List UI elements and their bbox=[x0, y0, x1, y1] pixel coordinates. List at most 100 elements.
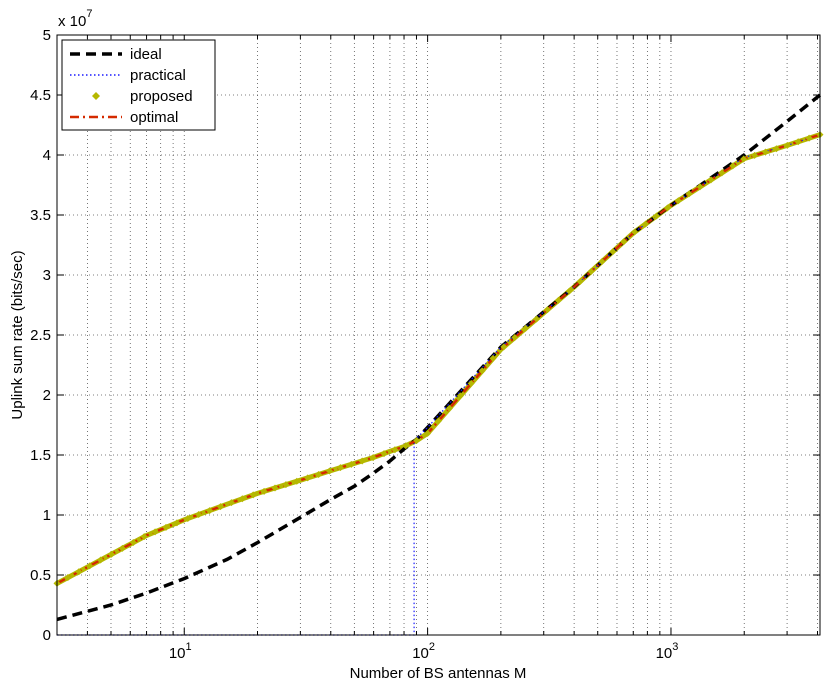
y-axis-label: Uplink sum rate (bits/sec) bbox=[9, 250, 26, 419]
series-marker-proposed bbox=[456, 392, 464, 400]
series-marker-proposed bbox=[489, 354, 497, 362]
series-marker-proposed bbox=[751, 151, 759, 159]
series-marker-proposed bbox=[576, 277, 584, 285]
series-marker-proposed bbox=[304, 474, 312, 482]
series-marker-proposed bbox=[282, 481, 290, 489]
x-tick-label: 102 bbox=[412, 641, 435, 662]
series-marker-proposed bbox=[391, 446, 399, 454]
series-marker-proposed bbox=[238, 495, 246, 503]
series-marker-proposed bbox=[674, 197, 682, 205]
series-marker-proposed bbox=[271, 484, 279, 492]
series-marker-proposed bbox=[75, 568, 83, 576]
series-marker-proposed bbox=[380, 450, 388, 458]
series-marker-proposed bbox=[64, 574, 72, 582]
series-marker-proposed bbox=[794, 138, 802, 146]
series-marker-proposed bbox=[533, 315, 541, 323]
series-marker-proposed bbox=[293, 477, 301, 485]
series-marker-proposed bbox=[554, 296, 562, 304]
series-marker-proposed bbox=[783, 141, 791, 149]
series-marker-proposed bbox=[631, 228, 639, 236]
series-marker-proposed bbox=[478, 367, 486, 375]
y-tick-label: 4 bbox=[43, 147, 51, 164]
series-marker-proposed bbox=[195, 511, 203, 519]
x-tick-label-base: 10 bbox=[412, 645, 429, 662]
x-tick-label-exp: 2 bbox=[429, 641, 435, 653]
series-marker-proposed bbox=[424, 429, 432, 437]
series-marker-proposed bbox=[413, 436, 421, 444]
series-marker-proposed bbox=[740, 155, 748, 163]
series-marker-proposed bbox=[336, 464, 344, 472]
series-marker-proposed bbox=[544, 306, 551, 314]
y-tick-label: 4.5 bbox=[30, 87, 51, 104]
y-tick-label: 0.5 bbox=[30, 567, 51, 584]
series-marker-proposed bbox=[140, 533, 148, 541]
x-tick-label: 101 bbox=[169, 641, 192, 662]
series-marker-proposed bbox=[217, 503, 224, 511]
legend-label: practical bbox=[130, 67, 186, 84]
series-marker-proposed bbox=[663, 204, 671, 212]
legend-swatch-proposed bbox=[92, 92, 100, 100]
series-marker-proposed bbox=[173, 519, 181, 527]
x-tick-label-base: 10 bbox=[656, 645, 673, 662]
series-marker-proposed bbox=[445, 404, 453, 412]
y-tick-label: 1.5 bbox=[30, 447, 51, 464]
legend-label: ideal bbox=[130, 46, 162, 63]
y-tick-label: 3 bbox=[43, 267, 51, 284]
series-marker-proposed bbox=[718, 169, 726, 177]
x-tick-label-base: 10 bbox=[169, 645, 186, 662]
series-marker-proposed bbox=[151, 528, 159, 536]
series-marker-proposed bbox=[707, 176, 715, 184]
series-marker-proposed bbox=[108, 550, 115, 558]
series-marker-proposed bbox=[249, 491, 257, 499]
legend-label: proposed bbox=[130, 88, 193, 105]
series-marker-proposed bbox=[206, 507, 214, 515]
series-marker-proposed bbox=[620, 238, 628, 246]
series-marker-proposed bbox=[402, 442, 410, 450]
series-marker-proposed bbox=[565, 287, 573, 295]
y-tick-label: 2.5 bbox=[30, 327, 51, 344]
series-marker-proposed bbox=[772, 145, 780, 153]
y-axis-multiplier: x 107 bbox=[58, 8, 92, 30]
series-layer bbox=[53, 93, 824, 636]
x-tick-label: 103 bbox=[656, 641, 679, 662]
x-tick-label-exp: 3 bbox=[672, 641, 678, 653]
series-marker-proposed bbox=[587, 268, 595, 276]
series-marker-proposed bbox=[522, 324, 530, 332]
series-marker-proposed bbox=[97, 556, 105, 564]
axis-ticks bbox=[57, 34, 820, 636]
y-tick-label: 2 bbox=[43, 387, 51, 404]
y-tick-label: 1 bbox=[43, 507, 51, 524]
series-marker-proposed bbox=[435, 417, 442, 425]
series-marker-proposed bbox=[86, 562, 94, 570]
series-marker-proposed bbox=[129, 539, 137, 547]
series-marker-proposed bbox=[162, 523, 170, 531]
series-marker-proposed bbox=[729, 162, 737, 170]
series-marker-proposed bbox=[805, 134, 813, 142]
series-marker-proposed bbox=[500, 343, 508, 351]
y-tick-label: 0 bbox=[43, 627, 51, 644]
series-marker-proposed bbox=[184, 515, 192, 523]
series-marker-proposed bbox=[511, 334, 519, 342]
y-tick-label: 3.5 bbox=[30, 207, 51, 224]
legend-label: optimal bbox=[130, 109, 178, 126]
grid-lines bbox=[57, 35, 820, 635]
series-marker-proposed bbox=[118, 544, 126, 552]
series-marker-proposed bbox=[609, 248, 617, 256]
series-marker-proposed bbox=[260, 487, 268, 495]
x-tick-label-exp: 1 bbox=[186, 641, 192, 653]
series-marker-proposed bbox=[642, 220, 650, 228]
series-marker-proposed bbox=[358, 457, 366, 465]
series-marker-proposed bbox=[762, 148, 769, 156]
y-multiplier-exp: 7 bbox=[86, 8, 92, 20]
series-marker-proposed bbox=[315, 470, 323, 478]
series-marker-proposed bbox=[696, 183, 704, 191]
y-tick-label: 5 bbox=[43, 27, 51, 44]
y-multiplier-base: x 10 bbox=[58, 13, 86, 30]
legend: ideal practical proposed optimal bbox=[61, 39, 216, 131]
series-marker-proposed bbox=[227, 499, 235, 507]
x-axis-label: Number of BS antennas M bbox=[350, 665, 527, 682]
series-marker-proposed bbox=[467, 379, 475, 387]
series-marker-proposed bbox=[685, 190, 693, 198]
